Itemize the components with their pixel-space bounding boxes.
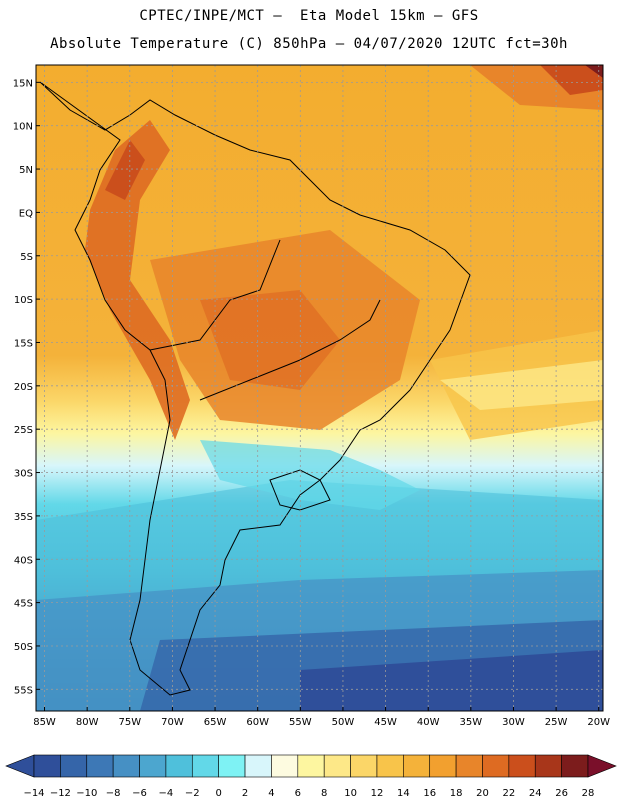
- colorbar-tick-label: 6: [295, 788, 301, 799]
- colorbar-tick-label: 16: [423, 788, 436, 799]
- title-field-line: Absolute Temperature (C) 850hPa – 04/07/…: [50, 36, 568, 52]
- colorbar-low-arrow: [5, 754, 35, 778]
- colorbar-swatch: [323, 754, 351, 778]
- lon-label: 30W: [502, 717, 525, 728]
- colorbar-tick-label: 26: [555, 788, 568, 799]
- colorbar-swatch: [165, 754, 193, 778]
- lon-label: 70W: [161, 717, 184, 728]
- colorbar-tick-label: 12: [371, 788, 384, 799]
- colorbar-swatch: [534, 754, 562, 778]
- colorbar-tick-label: 22: [502, 788, 515, 799]
- lat-label: 45S: [14, 599, 33, 610]
- map-frame: [35, 64, 604, 712]
- colorbar-tick-label: 28: [582, 788, 595, 799]
- colorbar-swatch: [350, 754, 378, 778]
- lat-label: 15S: [14, 338, 33, 349]
- lat-label: 50S: [14, 642, 33, 653]
- colorbar-swatch: [218, 754, 246, 778]
- lon-label: 50W: [332, 717, 355, 728]
- colorbar: −14 −12 −10 −8 −6 −4 −2 0 2 4 6 8 10 12 14 16 18 20 22 24 26…: [5, 754, 617, 799]
- colorbar-tick-label: 4: [268, 788, 274, 799]
- latitude-labels: 15N 10N 5N EQ 5S 10S 15S 20S 25S 30S 35S 40S 45S 50S 5…: [13, 78, 40, 696]
- lat-label: 5N: [19, 165, 33, 176]
- colorbar-swatch: [455, 754, 483, 778]
- lon-label: 60W: [246, 717, 269, 728]
- colorbar-swatch: [482, 754, 510, 778]
- colorbar-swatch: [429, 754, 457, 778]
- lat-label: 10N: [13, 122, 33, 133]
- colorbar-swatch: [508, 754, 536, 778]
- colorbar-swatch: [271, 754, 299, 778]
- colorbar-tick-label: 8: [321, 788, 327, 799]
- lon-label: 75W: [118, 717, 141, 728]
- colorbar-swatch: [60, 754, 88, 778]
- lon-label: 40W: [417, 717, 440, 728]
- colorbar-tick-label: 2: [242, 788, 248, 799]
- lat-label: 30S: [14, 469, 33, 480]
- colorbar-swatch: [403, 754, 431, 778]
- colorbar-tick-label: −10: [76, 788, 97, 799]
- colorbar-swatch: [297, 754, 325, 778]
- colorbar-swatch: [244, 754, 272, 778]
- lat-label: EQ: [19, 208, 33, 219]
- lon-label: 80W: [76, 717, 99, 728]
- colorbar-tick-label: −4: [159, 788, 174, 799]
- colorbar-swatch: [86, 754, 114, 778]
- longitude-labels: 85W 80W 75W 70W 65W 60W 55W 50W 45W 40W 35W 30W 25W 2…: [33, 707, 610, 728]
- colorbar-swatch: [112, 754, 140, 778]
- lat-label: 5S: [20, 252, 33, 263]
- title-model-line: CPTEC/INPE/MCT – Eta Model 15km – GFS: [139, 8, 479, 24]
- lat-label: 20S: [14, 382, 33, 393]
- lon-label: 55W: [289, 717, 312, 728]
- lat-label: 40S: [14, 555, 33, 566]
- lat-label: 25S: [14, 425, 33, 436]
- lon-label: 45W: [374, 717, 397, 728]
- colorbar-swatch: [191, 754, 219, 778]
- colorbar-tick-label: 0: [215, 788, 221, 799]
- lat-label: 35S: [14, 512, 33, 523]
- colorbar-swatch: [561, 754, 589, 778]
- colorbar-tick-label: −12: [50, 788, 71, 799]
- colorbar-swatch: [376, 754, 404, 778]
- lat-label: 55S: [14, 685, 33, 696]
- colorbar-tick-label: 14: [397, 788, 410, 799]
- lon-label: 20W: [587, 717, 610, 728]
- colorbar-swatch: [139, 754, 167, 778]
- colorbar-tick-label: 24: [529, 788, 542, 799]
- colorbar-tick-label: 20: [476, 788, 489, 799]
- colorbar-tick-label: −2: [185, 788, 200, 799]
- colorbar-tick-label: −14: [23, 788, 44, 799]
- lat-label: 10S: [14, 295, 33, 306]
- lon-label: 85W: [33, 717, 56, 728]
- lon-label: 35W: [460, 717, 483, 728]
- colorbar-high-arrow: [587, 754, 617, 778]
- colorbar-tick-label: −8: [106, 788, 121, 799]
- lon-label: 25W: [545, 717, 568, 728]
- colorbar-tick-label: 10: [344, 788, 357, 799]
- colorbar-swatch: [33, 754, 61, 778]
- colorbar-tick-label: 18: [450, 788, 463, 799]
- lon-label: 65W: [204, 717, 227, 728]
- colorbar-tick-label: −6: [132, 788, 147, 799]
- temperature-field: [36, 65, 603, 711]
- lat-label: 15N: [13, 78, 33, 89]
